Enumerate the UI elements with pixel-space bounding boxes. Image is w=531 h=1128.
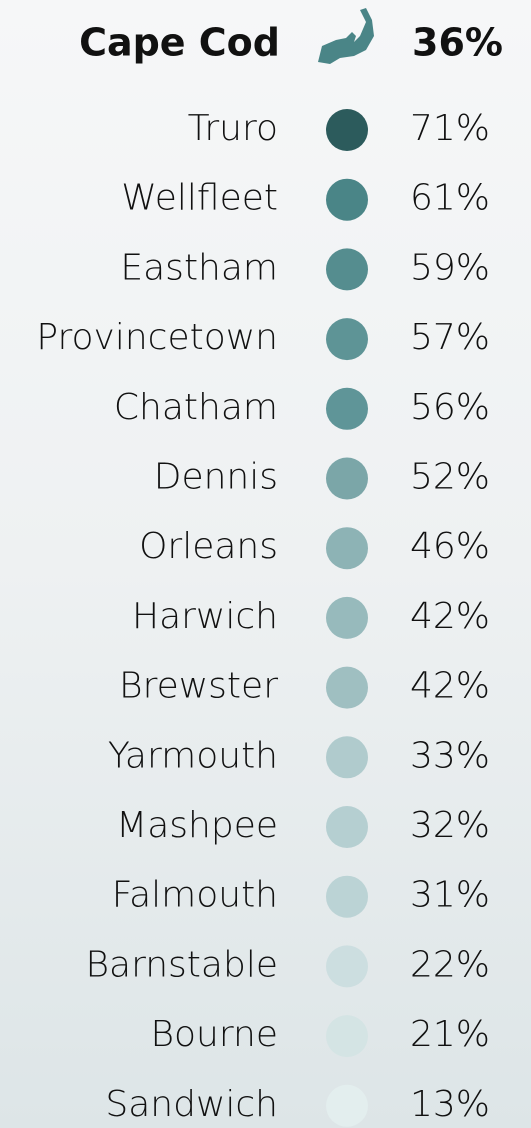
town-label: Yarmouth <box>108 735 278 776</box>
town-label: Bourne <box>150 1014 278 1055</box>
town-label: Mashpee <box>116 805 278 846</box>
dot <box>326 1015 368 1057</box>
town-label: Orleans <box>139 526 278 567</box>
town-label: Brewster <box>119 666 278 707</box>
dot <box>326 318 368 360</box>
town-label: Harwich <box>132 596 278 637</box>
value-label: 56% <box>410 387 490 428</box>
value-label: 21% <box>410 1014 490 1055</box>
value-label: 59% <box>410 247 490 288</box>
value-label: 71% <box>410 108 490 149</box>
value-label: 52% <box>410 457 490 498</box>
town-label: Eastham <box>120 247 278 288</box>
dot <box>326 458 368 500</box>
dot <box>326 248 368 290</box>
town-label: Provincetown <box>36 317 278 358</box>
dot <box>326 876 368 918</box>
dot <box>326 736 368 778</box>
value-label: 13% <box>410 1084 490 1125</box>
value-label: 33% <box>410 735 490 776</box>
town-label: Dennis <box>154 457 278 498</box>
dot <box>326 667 368 709</box>
dot <box>326 527 368 569</box>
value-label: 42% <box>410 666 490 707</box>
value-label: 31% <box>410 875 490 916</box>
value-label: 46% <box>410 526 490 567</box>
town-label: Falmouth <box>112 875 278 916</box>
value-label: 32% <box>410 805 490 846</box>
town-label: Chatham <box>114 387 278 428</box>
town-label: Truro <box>188 108 278 149</box>
town-label: Wellfleet <box>121 178 278 219</box>
value-label: 42% <box>410 596 490 637</box>
dot <box>326 388 368 430</box>
dot <box>326 597 368 639</box>
title-value: 36% <box>412 21 503 65</box>
dot <box>326 1085 368 1127</box>
dot <box>326 806 368 848</box>
chart: Cape Cod 36% Truro 71% Wellfleet 61% Eastham… <box>0 0 531 1128</box>
value-label: 22% <box>410 944 490 985</box>
town-label: Barnstable <box>85 944 278 985</box>
dot <box>326 945 368 987</box>
dot <box>326 109 368 151</box>
value-label: 57% <box>410 317 490 358</box>
chart-title: Cape Cod <box>79 21 280 65</box>
dot <box>326 179 368 221</box>
town-label: Sandwich <box>105 1084 278 1125</box>
value-label: 61% <box>410 178 490 219</box>
